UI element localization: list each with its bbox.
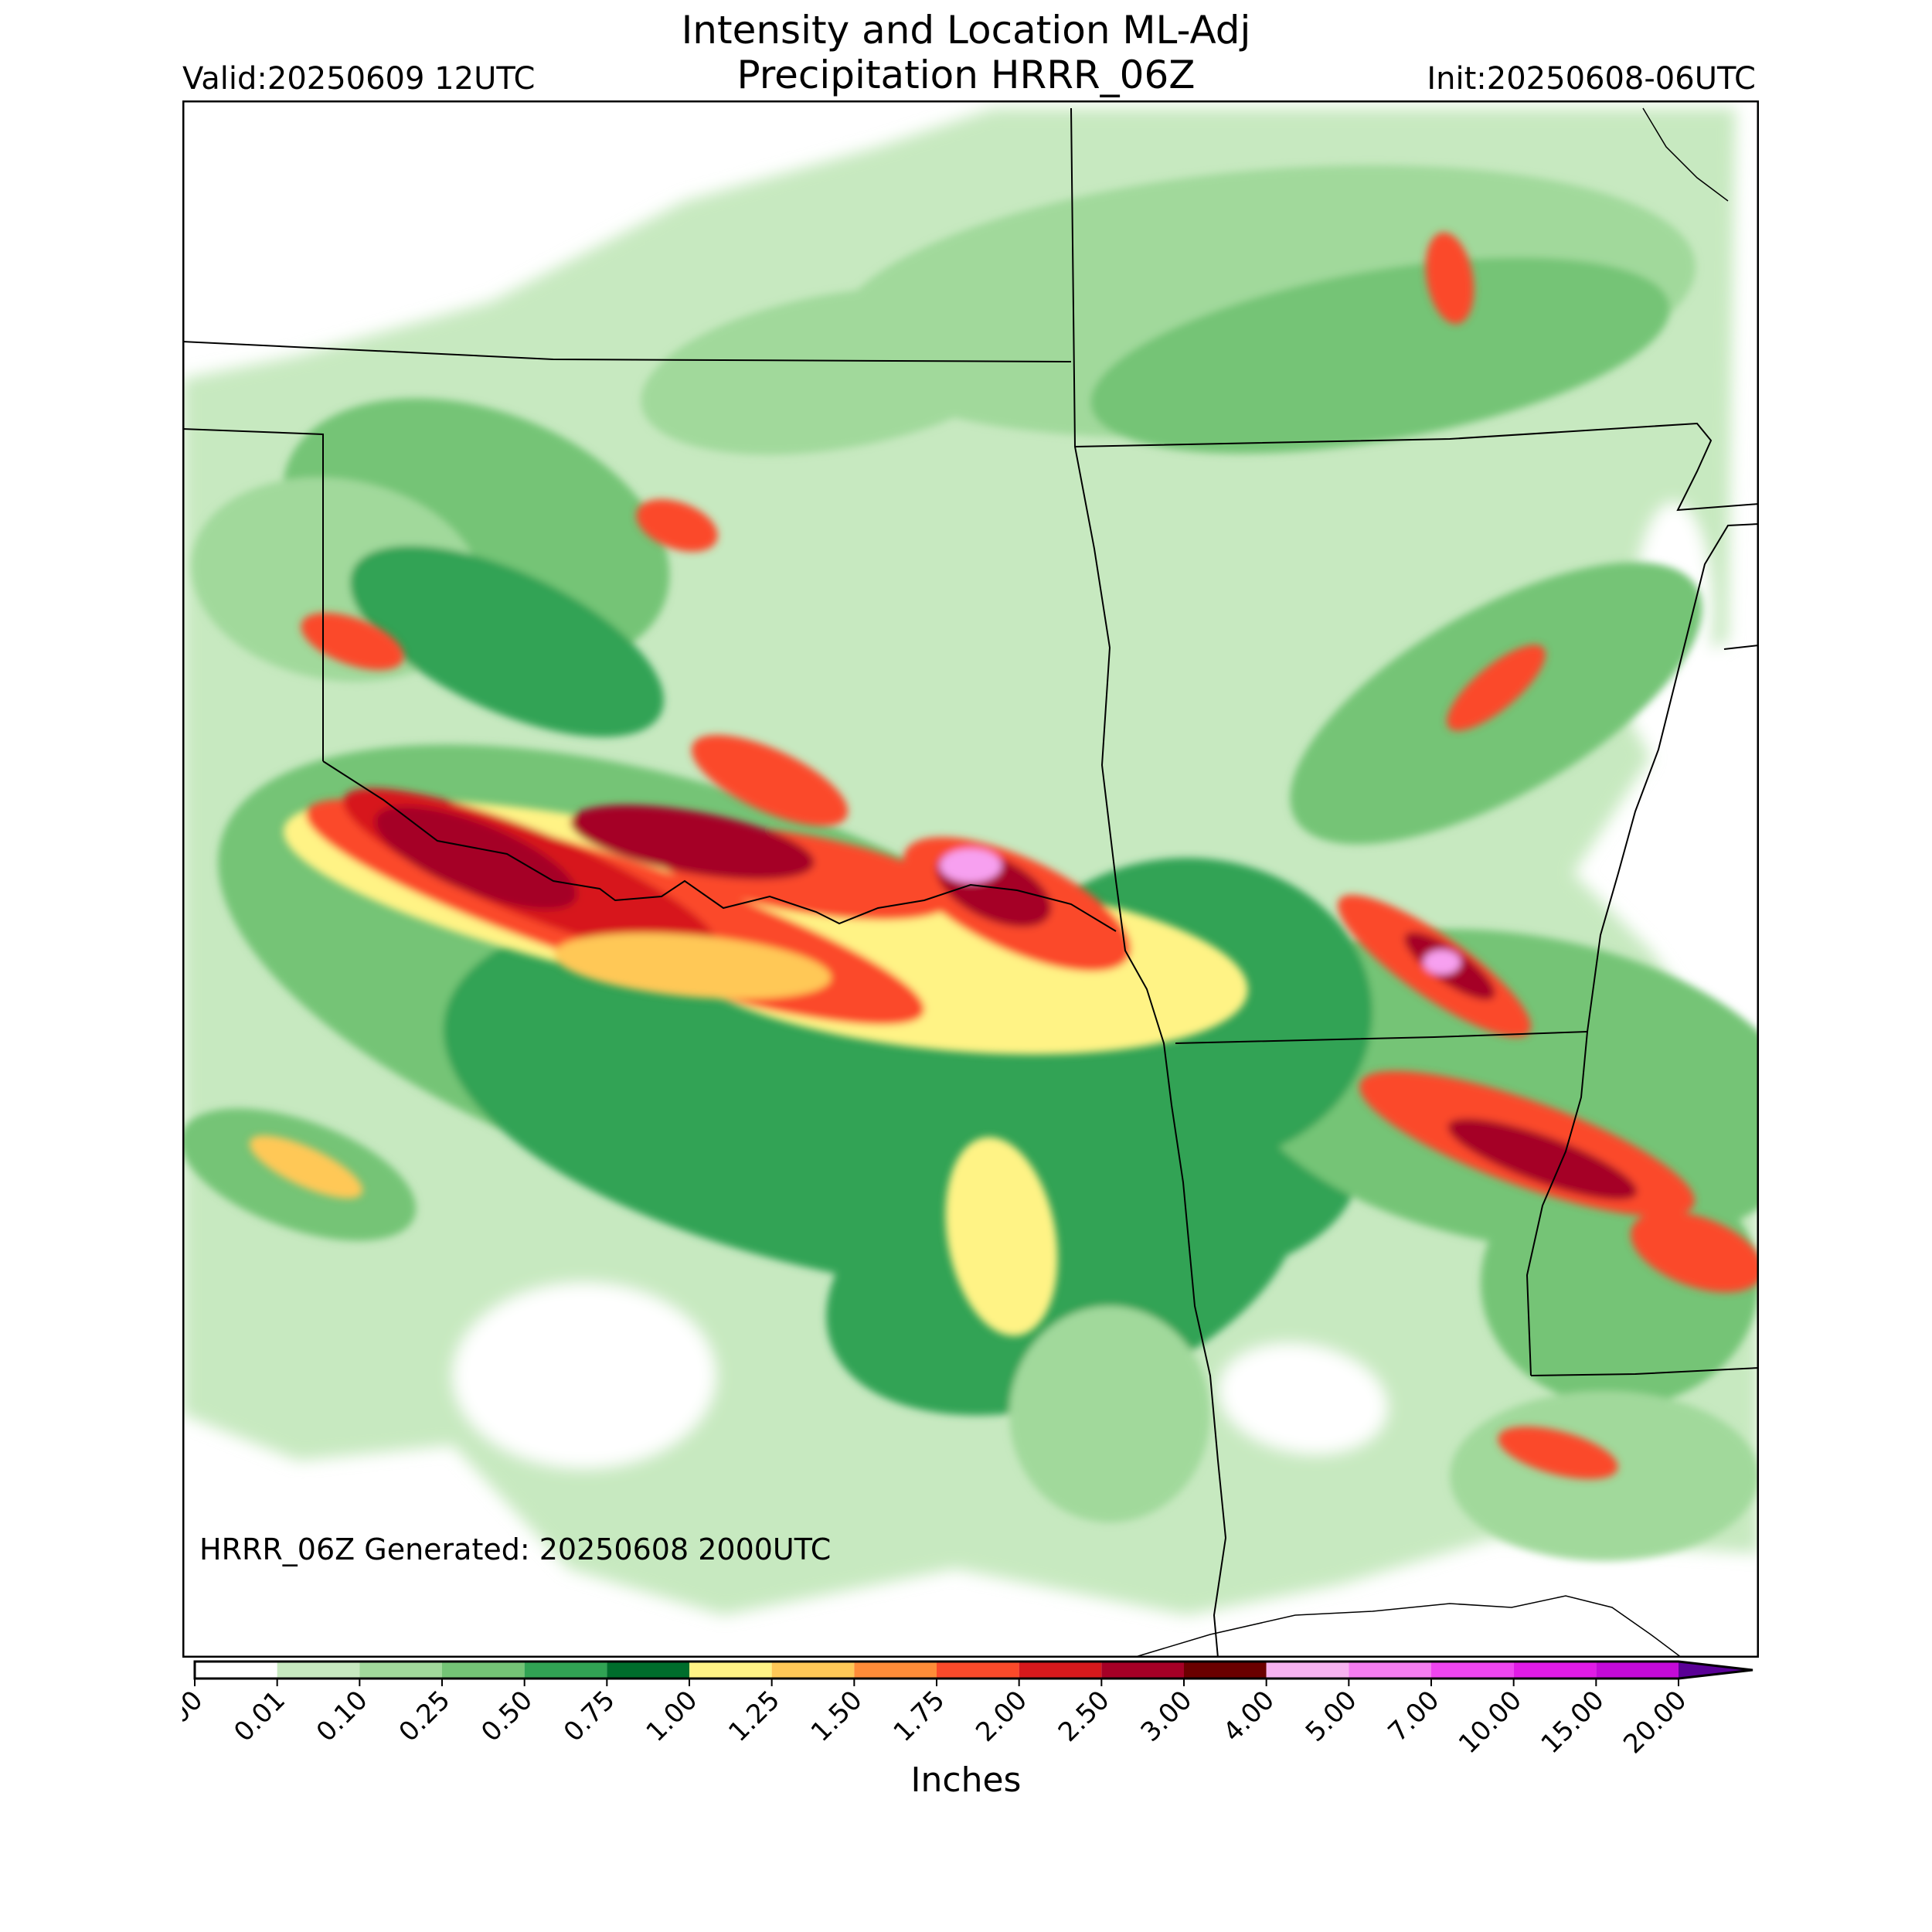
map-frame	[182, 100, 1759, 1658]
colorbar-cell-4	[524, 1662, 607, 1679]
colorbar-cell-0	[195, 1662, 277, 1679]
heavy-cell-17	[1447, 1118, 1638, 1200]
moderate-cell-15	[350, 546, 664, 737]
colorbar-cell-5	[607, 1662, 689, 1679]
colorbar-cell-13	[1266, 1662, 1349, 1679]
heavy-cell-12	[691, 735, 849, 826]
state-boundaries	[182, 107, 1759, 1658]
precip-field-moderate	[182, 165, 1759, 1561]
colorbar-tick-label-11: 2.50	[1053, 1685, 1116, 1748]
colorbar-tick-label-1: 0.01	[228, 1685, 291, 1748]
colorbar-tick-labels: 0.00 0.01 0.10 0.25 0.50 0.75 1.00 1.25 1.50 1.75…	[182, 1679, 1692, 1754]
colorbar-tick-label-16: 10.00	[1453, 1685, 1528, 1754]
colorbar-tick-label-2: 0.10	[311, 1685, 374, 1748]
colorbar-cell-7	[771, 1662, 855, 1679]
valid-time-label: Valid:20250609 12UTC	[182, 61, 536, 97]
colorbar-cells	[193, 1660, 1753, 1680]
boundary-ar-la	[1175, 1031, 1588, 1044]
colorbar-cell-15	[1431, 1662, 1514, 1679]
heavy-cell-18	[1631, 1211, 1759, 1293]
colorbar-tick-label-14: 5.00	[1300, 1685, 1363, 1748]
colorbar: 0.00 0.01 0.10 0.25 0.50 0.75 1.00 1.25 1.50 1.75…	[182, 1660, 1753, 1754]
boundary-la-tx	[1171, 1104, 1227, 1658]
heavy-cell-19	[1447, 645, 1546, 731]
heavy-cell-21	[249, 1135, 363, 1199]
boundary-ms-river-upper	[1642, 107, 1729, 202]
moderate-cell-1	[1090, 257, 1670, 454]
boundary-panhandle	[182, 428, 324, 761]
moderate-cell-2	[641, 287, 1038, 455]
colorbar-cell-8	[854, 1662, 937, 1679]
colorbar-tick-label-10: 2.00	[970, 1685, 1033, 1748]
boundary-ks-mo	[1074, 422, 1759, 512]
boundary-miss-river	[1526, 523, 1759, 1376]
colorbar-tick-label-6: 1.00	[641, 1685, 704, 1748]
boundary-ns-main	[1070, 107, 1172, 1106]
boundary-north-1	[182, 341, 1072, 362]
colorbar-tick-label-15: 7.00	[1383, 1685, 1446, 1748]
colorbar-extend-arrow	[1679, 1662, 1753, 1679]
heavy-cell-23	[636, 499, 718, 552]
colorbar-cell-10	[1019, 1662, 1102, 1679]
moderate-cell-7	[826, 1104, 1301, 1416]
precipitation-map: HRRR_06Z Generated: 20250608 2000UTC	[182, 100, 1759, 1658]
heavy-cell-22	[301, 613, 404, 670]
colorbar-tick-label-4: 0.50	[475, 1685, 539, 1748]
generated-label: HRRR_06Z Generated: 20250608 2000UTC	[199, 1532, 831, 1566]
precip-field-heavy	[249, 232, 1759, 1480]
dry-area-southwest	[453, 1283, 716, 1468]
chart-title-line2: Precipitation HRRR_06Z	[736, 53, 1196, 97]
colorbar-cell-2	[359, 1662, 442, 1679]
colorbar-tick-label-13: 4.00	[1217, 1685, 1281, 1748]
boundary-coast	[1132, 1595, 1682, 1658]
dry-area-south-central	[1218, 1343, 1388, 1454]
colorbar-tick-label-17: 15.00	[1536, 1685, 1611, 1754]
heavy-cell-6	[570, 804, 815, 880]
heavy-cell-24	[1498, 1426, 1618, 1480]
colorbar-units-label: Inches	[910, 1760, 1022, 1800]
colorbar-tick-label-0: 0.00	[182, 1685, 209, 1748]
colorbar-tick-label-18: 20.00	[1617, 1685, 1692, 1754]
heavy-cell-10	[553, 933, 832, 999]
colorbar-cell-9	[937, 1662, 1019, 1679]
colorbar-tick-label-8: 1.50	[805, 1685, 869, 1748]
colorbar-cell-12	[1184, 1662, 1267, 1679]
colorbar-cell-6	[689, 1662, 772, 1679]
colorbar-tick-label-5: 0.75	[558, 1685, 621, 1748]
colorbar-cell-14	[1349, 1662, 1431, 1679]
colorbar-cell-17	[1596, 1662, 1679, 1679]
colorbar-tick-label-7: 1.25	[723, 1685, 786, 1748]
colorbar-cell-3	[442, 1662, 525, 1679]
boundary-red-river	[322, 760, 1117, 932]
heavy-cell-15	[1423, 950, 1461, 975]
colorbar-tick-label-9: 1.75	[888, 1685, 951, 1748]
heavy-cell-20	[1425, 232, 1475, 325]
init-time-label: Init:20250608-06UTC	[1427, 61, 1756, 97]
colorbar-cell-11	[1101, 1662, 1184, 1679]
heavy-cell-9	[940, 849, 1002, 883]
boundary-ky-tn	[1723, 645, 1759, 650]
colorbar-tick-label-12: 3.00	[1135, 1685, 1199, 1748]
colorbar-tick-label-3: 0.25	[393, 1685, 457, 1748]
moderate-cell-14	[1009, 1306, 1210, 1522]
colorbar-outline	[193, 1660, 1753, 1680]
colorbar-cell-16	[1513, 1662, 1597, 1679]
chart-title-line1: Intensity and Location ML-Adj	[681, 8, 1251, 53]
heavy-cell-11	[945, 1137, 1058, 1336]
boundary-ms-south	[1530, 1367, 1759, 1376]
colorbar-cell-1	[277, 1662, 360, 1679]
